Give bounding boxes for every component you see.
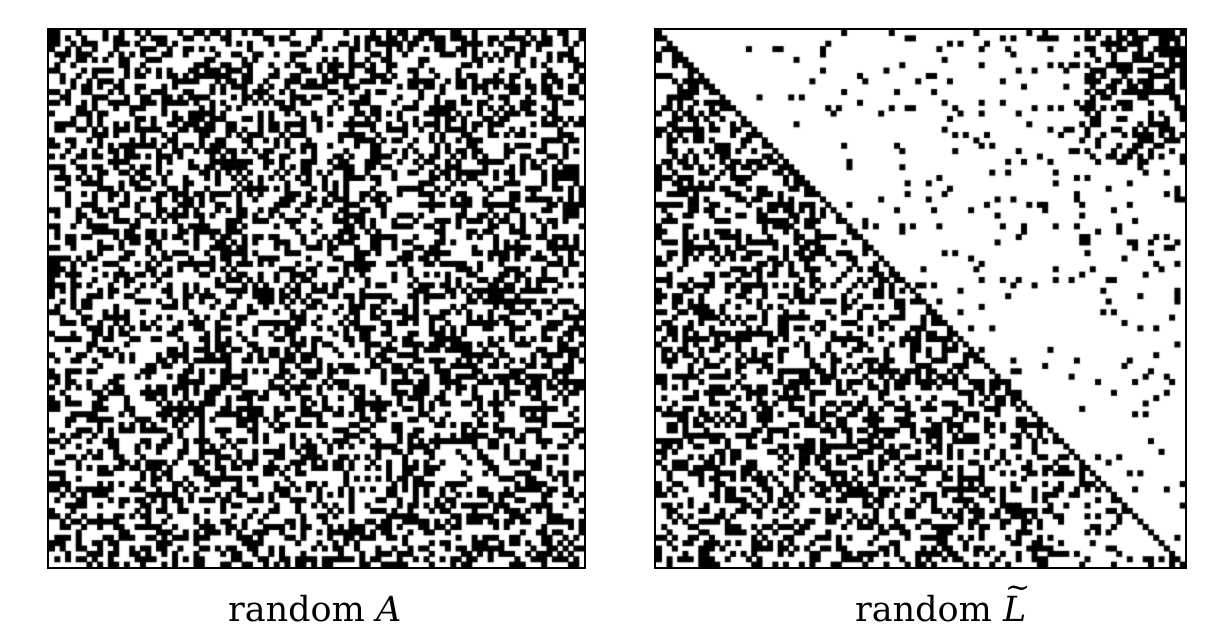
caption-word: random xyxy=(855,590,992,630)
caption-word: random xyxy=(228,590,365,630)
caption-symbol: L xyxy=(1003,570,1030,630)
random-a-matrix-plot xyxy=(47,28,586,569)
random-a-caption: random A xyxy=(228,590,401,630)
random-l-caption: random L xyxy=(855,570,1030,630)
caption-symbol: A xyxy=(375,590,402,630)
random-a-sparsity-canvas xyxy=(49,30,584,567)
random-l-matrix-plot xyxy=(654,28,1187,569)
random-l-sparsity-canvas xyxy=(656,30,1185,567)
